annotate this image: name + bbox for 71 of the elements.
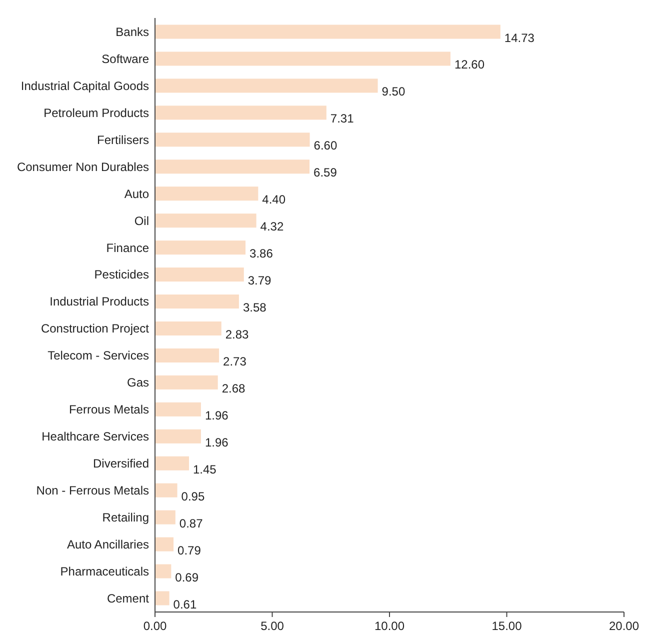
y-tick-label: Pharmaceuticals [60, 564, 149, 578]
data-label: 7.31 [330, 112, 354, 126]
bar [155, 564, 172, 578]
y-tick-label: Oil [134, 214, 149, 228]
data-label: 2.83 [225, 328, 250, 342]
y-tick-label: Fertilisers [96, 132, 149, 147]
data-label: 1.96 [204, 435, 229, 450]
bar [155, 456, 190, 470]
data-label: 3.86 [250, 246, 274, 261]
y-tick-label: Pesticides [94, 268, 149, 282]
data-label: 3.79 [248, 274, 272, 288]
data-label: 9.50 [382, 84, 406, 99]
data-label: 14.73 [504, 30, 535, 45]
y-tick-label: Construction Project [40, 322, 150, 336]
bar [155, 429, 201, 444]
x-tick-label: 15.00 [492, 619, 522, 633]
data-label: 4.40 [262, 192, 286, 207]
data-label: 2.73 [223, 354, 247, 368]
y-tick-label: Diversified [92, 456, 149, 471]
data-label: 0.79 [178, 543, 202, 558]
y-tick-label: Ferrous Metals [68, 402, 149, 417]
x-tick-label: 20.00 [608, 619, 640, 633]
bar [155, 214, 256, 228]
x-tick-label: 0.00 [143, 619, 167, 633]
bar [155, 160, 310, 174]
y-tick-label: Banks [116, 24, 149, 39]
y-tick-label: Non - Ferrous Metals [36, 484, 149, 498]
y-tick-label: Auto Ancillaries [66, 537, 149, 552]
data-label: 0.61 [173, 597, 197, 612]
x-tick-label: 5.00 [260, 619, 284, 633]
x-tick-label: 10.00 [374, 619, 405, 633]
bar [155, 78, 378, 93]
bar [155, 402, 201, 416]
y-tick-label: Telecom - Services [48, 348, 149, 363]
bar [155, 268, 244, 282]
bar [155, 52, 450, 66]
y-tick-label: Healthcare Services [42, 430, 149, 444]
y-tick-label: Retailing [102, 510, 149, 525]
bar [155, 321, 222, 336]
bar [155, 294, 239, 309]
bar [155, 591, 170, 606]
data-label: 1.96 [204, 408, 229, 422]
data-label: 0.95 [181, 489, 205, 504]
bar [155, 537, 174, 552]
y-tick-label: Industrial Capital Goods [20, 78, 149, 93]
data-label: 1.45 [193, 462, 217, 476]
bar [155, 240, 246, 255]
y-tick-label: Gas [126, 376, 149, 390]
y-tick-label: Cement [106, 591, 150, 606]
y-tick-label: Industrial Products [50, 294, 149, 309]
bar [155, 348, 220, 362]
data-label: 6.59 [314, 166, 338, 180]
y-tick-label: Auto [124, 186, 150, 201]
data-label: 6.60 [314, 138, 338, 153]
data-label: 4.32 [260, 220, 284, 234]
data-label: 0.69 [175, 570, 199, 584]
data-label: 3.58 [242, 300, 267, 315]
bar [155, 186, 258, 201]
bar [155, 510, 176, 524]
bar [155, 375, 218, 390]
y-tick-label: Consumer Non Durables [16, 160, 149, 174]
bar [155, 106, 326, 120]
data-label: 2.68 [222, 381, 246, 396]
y-tick-label: Software [102, 52, 150, 66]
y-tick-label: Finance [106, 240, 150, 255]
y-tick-label: Petroleum Products [44, 106, 149, 120]
bar [155, 483, 178, 498]
data-label: 0.87 [179, 516, 204, 530]
data-label: 12.60 [454, 58, 485, 72]
bar [155, 24, 500, 39]
bar [155, 132, 310, 147]
